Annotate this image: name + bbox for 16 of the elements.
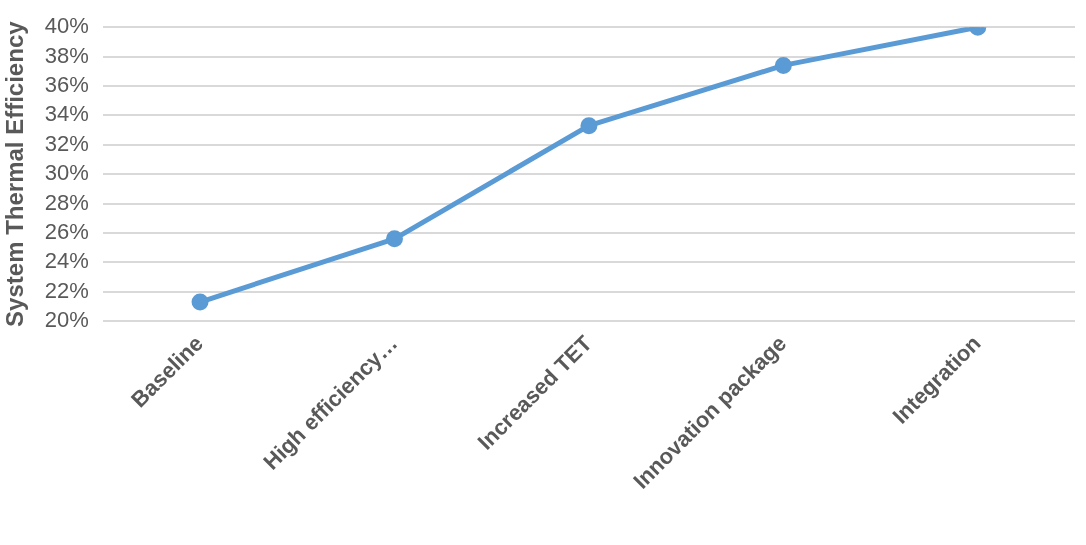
point xyxy=(385,230,403,248)
point xyxy=(580,117,598,135)
y-tick-label: 28% xyxy=(44,189,89,215)
point xyxy=(774,56,792,74)
y-axis-title: System Thermal Efficiency xyxy=(1,20,29,327)
y-tick-label: 38% xyxy=(44,42,89,68)
y-tick-label: 22% xyxy=(44,277,89,303)
y-tick-label: 30% xyxy=(44,160,89,186)
point xyxy=(191,293,209,311)
y-tick-label: 20% xyxy=(44,307,89,333)
y-tick-label: 34% xyxy=(44,101,89,127)
y-tick-label: 26% xyxy=(44,219,89,244)
y-tick-label: 40% xyxy=(44,13,89,39)
y-tick-label: 32% xyxy=(44,130,89,156)
y-tick-label: 36% xyxy=(44,72,89,98)
y-tick-label: 24% xyxy=(44,248,89,274)
